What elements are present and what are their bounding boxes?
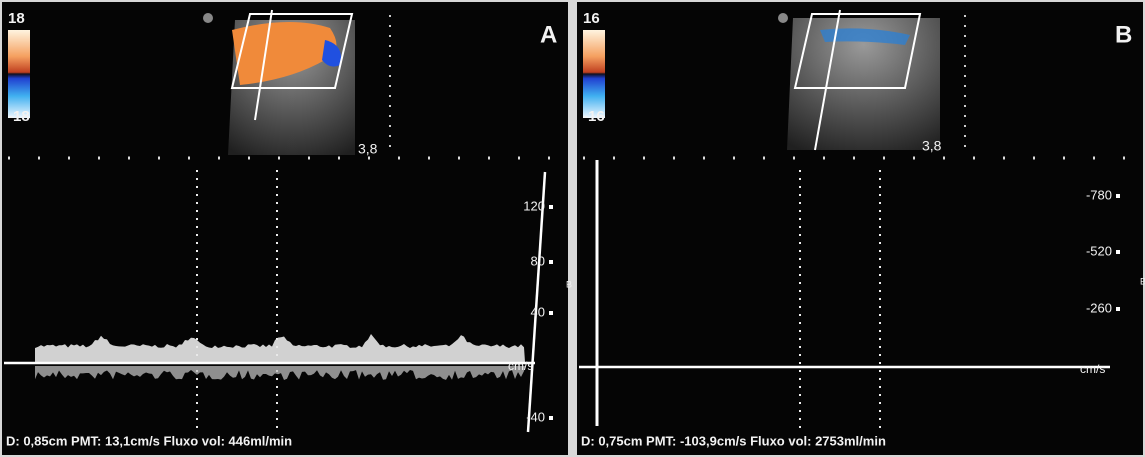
color-bar: [8, 30, 30, 118]
color-scale-min: -18: [8, 108, 30, 125]
ultrasound-screens: 18 -18 3,8 A 120 80 40 -40 cm/s B D: 0,85cm PMT: 1…: [0, 0, 1145, 457]
color-bar: [583, 30, 605, 118]
panel: 16 -16 3,8 B -780 -520 -260 cm/s B D: 0,75cm PMT:…: [577, 2, 1145, 455]
velocity-tick-label: -780: [1086, 187, 1112, 202]
velocity-tick-label: 40: [531, 304, 545, 319]
color-scale-min: -16: [583, 108, 605, 125]
panel-label: B: [1115, 21, 1132, 48]
color-scale-max: 18: [8, 10, 25, 27]
velocity-tick-label: -520: [1086, 243, 1112, 258]
velocity-unit: cm/s: [508, 359, 533, 373]
depth-label: 3,8: [922, 138, 942, 154]
velocity-unit: cm/s: [1080, 362, 1105, 376]
velocity-tick-label: -260: [1086, 300, 1112, 315]
velocity-tick-label: -40: [526, 409, 545, 424]
velocity-tick-label: 120: [523, 198, 545, 213]
velocity-tick: [1116, 194, 1120, 198]
panel: 18 -18 3,8 A 120 80 40 -40 cm/s B D: 0,85cm PMT: 1…: [2, 2, 572, 455]
velocity-tick: [1116, 250, 1120, 254]
depth-label: 3,8: [358, 141, 378, 157]
velocity-tick: [549, 205, 553, 209]
velocity-tick: [549, 260, 553, 264]
baseline-marker: B: [566, 279, 572, 289]
velocity-tick: [549, 416, 553, 420]
velocity-tick: [549, 311, 553, 315]
indicator-dot: [203, 13, 213, 23]
velocity-tick: [1116, 307, 1120, 311]
velocity-tick-label: 80: [531, 253, 545, 268]
indicator-dot: [778, 13, 788, 23]
color-scale-max: 16: [583, 10, 600, 27]
panel-label: A: [540, 21, 557, 48]
measurements: D: 0,85cm PMT: 13,1cm/s Fluxo vol: 446ml…: [6, 433, 292, 448]
baseline-marker: B: [1140, 276, 1145, 286]
measurements: D: 0,75cm PMT: -103,9cm/s Fluxo vol: 275…: [581, 433, 886, 448]
